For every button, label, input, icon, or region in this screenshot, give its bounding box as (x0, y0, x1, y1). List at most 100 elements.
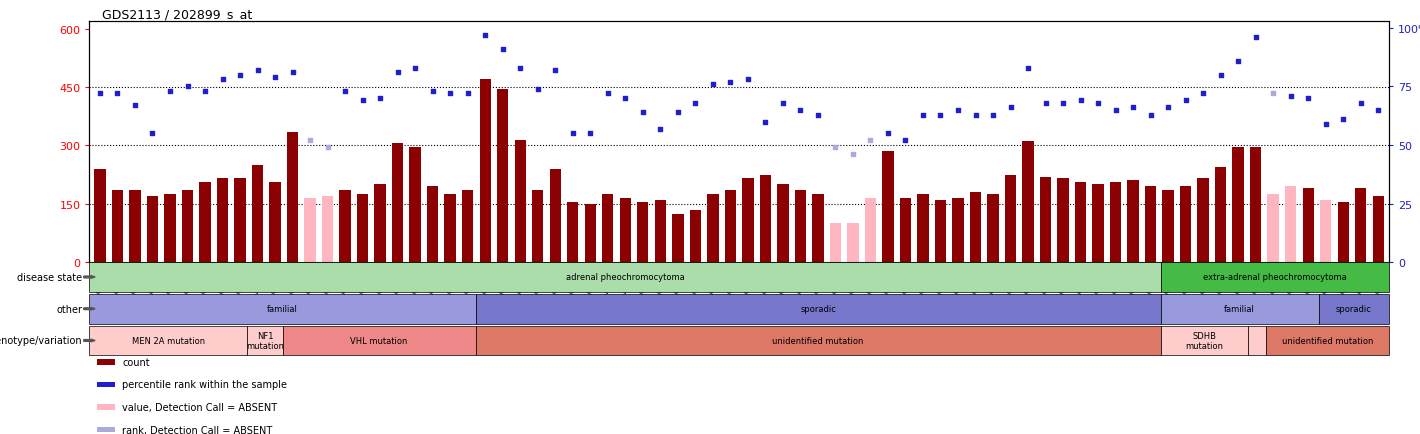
Point (334, 89, 356, 95)
Text: genotype/variation: genotype/variation (0, 336, 82, 345)
Text: unidentified mutation: unidentified mutation (1282, 336, 1373, 345)
Point (176, 84, 199, 91)
Point (527, 86, 550, 93)
Bar (356, 194, 368, 263)
Point (929, 112, 951, 119)
Point (193, 89, 216, 95)
Text: extra-adrenal pheochromocytoma: extra-adrenal pheochromocytoma (1203, 273, 1346, 282)
Point (369, 95, 392, 102)
Bar (462, 191, 473, 263)
Text: disease state: disease state (17, 273, 82, 282)
Point (159, 89, 182, 95)
Point (1069, 98, 1092, 105)
Point (229, 72, 251, 79)
Bar (182, 191, 193, 263)
Point (1315, 121, 1338, 128)
Point (754, 119, 777, 126)
Point (579, 131, 602, 138)
Text: GDS2113 / 202899_s_at: GDS2113 / 202899_s_at (102, 7, 253, 20)
Point (1034, 100, 1056, 107)
Bar (427, 187, 439, 263)
Point (1105, 107, 1127, 114)
Bar (1092, 185, 1103, 263)
Point (264, 74, 287, 81)
Bar (1233, 148, 1244, 263)
Text: other: other (57, 304, 82, 314)
Bar (970, 193, 981, 263)
Point (1174, 98, 1197, 105)
Bar (585, 204, 596, 263)
Point (771, 100, 794, 107)
Bar (1216, 168, 1227, 263)
Bar (953, 198, 964, 263)
Point (1332, 116, 1355, 123)
Point (1000, 105, 1022, 112)
Text: sporadic: sporadic (1336, 305, 1372, 313)
Point (981, 112, 1004, 119)
Bar (129, 191, 141, 263)
Bar (690, 210, 701, 263)
Bar (94, 169, 105, 263)
Point (912, 112, 934, 119)
Point (701, 81, 724, 88)
Bar (1197, 179, 1208, 263)
Bar (497, 90, 508, 263)
Bar (1285, 187, 1296, 263)
Bar (987, 194, 998, 263)
Point (859, 138, 882, 145)
Bar (760, 175, 771, 263)
Bar (1039, 177, 1051, 263)
Bar (409, 148, 420, 263)
Point (613, 95, 636, 102)
Text: adrenal pheochromocytoma: adrenal pheochromocytoma (565, 273, 684, 282)
Bar (1163, 191, 1174, 263)
Bar (724, 191, 736, 263)
Text: rank, Detection Call = ABSENT: rank, Detection Call = ABSENT (122, 425, 273, 434)
Point (386, 70, 409, 77)
Bar (900, 198, 912, 263)
Point (212, 77, 234, 84)
Point (544, 67, 567, 74)
Text: familial: familial (267, 305, 298, 313)
Point (1139, 112, 1162, 119)
Bar (251, 165, 263, 263)
Point (1296, 95, 1319, 102)
Text: MEN 2A mutation: MEN 2A mutation (132, 336, 204, 345)
Bar (550, 169, 561, 263)
Point (1210, 72, 1233, 79)
Point (737, 77, 760, 84)
Point (1157, 105, 1180, 112)
Bar (217, 179, 229, 263)
Point (1052, 100, 1075, 107)
Text: count: count (122, 357, 149, 367)
Point (1017, 65, 1039, 72)
Point (474, 32, 497, 39)
Point (895, 138, 917, 145)
Bar (848, 224, 859, 263)
Bar (865, 198, 876, 263)
Point (1191, 91, 1214, 98)
Bar (1355, 189, 1366, 263)
Bar (602, 194, 613, 263)
Point (561, 131, 584, 138)
Point (719, 79, 741, 86)
Bar (1302, 189, 1314, 263)
Bar (638, 202, 649, 263)
Bar (1110, 183, 1122, 263)
Bar (375, 185, 386, 263)
Point (422, 89, 444, 95)
Bar (1338, 202, 1349, 263)
Point (666, 109, 689, 116)
Point (649, 126, 672, 133)
Bar (1180, 187, 1191, 263)
Point (1279, 93, 1302, 100)
Point (491, 46, 514, 53)
Text: SDHB
mutation: SDHB mutation (1186, 331, 1224, 350)
Point (351, 98, 373, 105)
Text: percentile rank within the sample: percentile rank within the sample (122, 380, 287, 389)
Bar (514, 140, 525, 263)
Bar (829, 224, 841, 263)
Bar (882, 152, 893, 263)
Bar (917, 194, 929, 263)
Bar (707, 194, 719, 263)
